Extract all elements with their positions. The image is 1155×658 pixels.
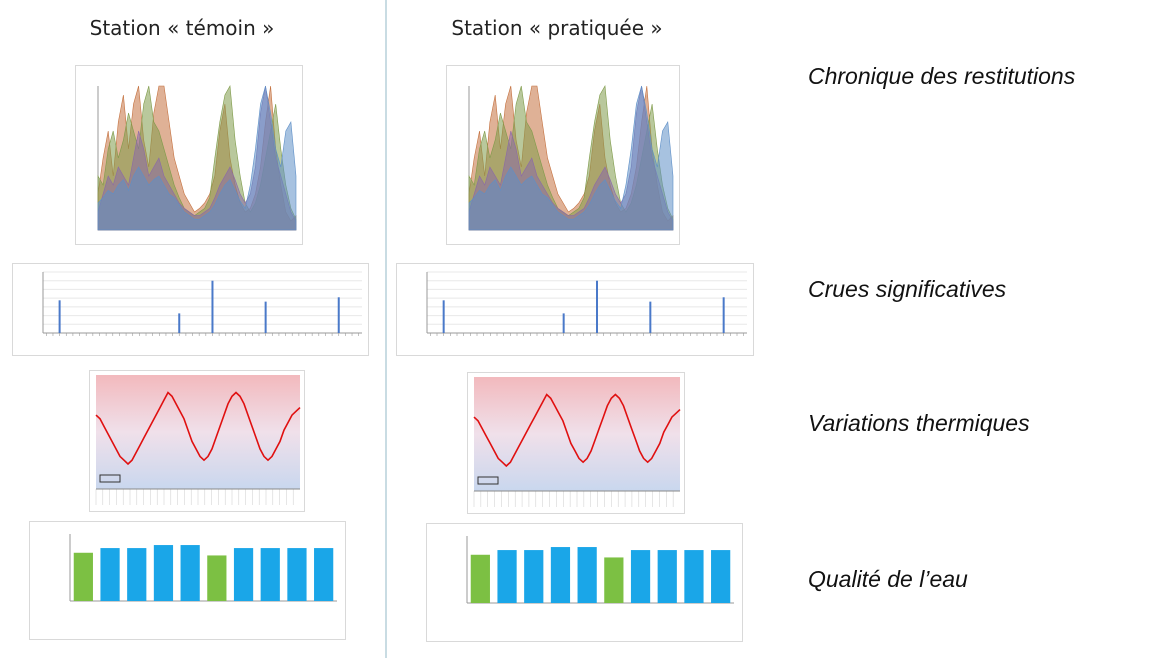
quality-bar (233, 548, 254, 601)
chart-svg (69, 534, 337, 602)
quality-bar (684, 550, 704, 603)
quality-bar (287, 548, 307, 601)
chart-qualite-temoin (29, 521, 346, 640)
flood-bar (596, 280, 598, 333)
quality-bar (524, 550, 544, 603)
chart-svg (95, 375, 301, 505)
chart-svg (473, 377, 681, 507)
chart-thermique-pratiquee (467, 372, 685, 514)
chart-svg (426, 271, 747, 336)
quality-bar (470, 554, 490, 603)
quality-bar (604, 557, 624, 603)
quality-bar (550, 547, 571, 603)
chart-svg (466, 536, 734, 604)
chart-svg (97, 85, 297, 231)
temperature-line (95, 391, 301, 466)
flood-bar (337, 297, 340, 333)
quality-bar (577, 547, 597, 603)
label-chronique-restitutions: Chronique des restitutions (808, 63, 1076, 89)
legend-box (99, 474, 121, 483)
chart-thermique-temoin (89, 370, 305, 512)
column-divider (385, 0, 387, 658)
label-qualite-eau: Qualité de l’eau (808, 566, 968, 592)
title-station-pratiquee: Station « pratiquée » (451, 16, 663, 40)
flood-bar (722, 297, 725, 333)
quality-bar (260, 548, 280, 601)
quality-bar (497, 550, 517, 603)
quality-bar (657, 550, 677, 603)
restitution-series-area (97, 85, 297, 231)
temperature-line (473, 393, 681, 468)
quality-bar (100, 548, 120, 601)
label-crues-significatives: Crues significatives (808, 276, 1007, 302)
chart-svg (42, 271, 362, 336)
title-station-temoin: Station « témoin » (89, 16, 275, 40)
chart-crues-pratiquee (396, 263, 754, 356)
quality-bar (314, 548, 334, 601)
quality-bar (630, 550, 651, 603)
flood-bar (264, 301, 267, 333)
flood-bar (58, 300, 61, 333)
flood-bar (562, 313, 565, 333)
quality-bar (711, 550, 731, 603)
quality-bar (153, 545, 174, 601)
plot-background (474, 377, 680, 491)
quality-bar (180, 545, 200, 601)
flood-bar (178, 313, 181, 333)
flood-bar (649, 301, 652, 333)
quality-bar (127, 548, 147, 601)
chart-qualite-pratiquee (426, 523, 743, 642)
chart-restitutions-pratiquee (446, 65, 680, 245)
restitution-series-area (468, 85, 674, 231)
legend-box (477, 476, 499, 485)
chart-restitutions-temoin (75, 65, 303, 245)
chart-svg (468, 85, 674, 231)
quality-bar (73, 552, 93, 601)
label-variations-thermiques: Variations thermiques (808, 410, 1030, 436)
chart-crues-temoin (12, 263, 369, 356)
flood-bar (442, 300, 445, 333)
quality-bar (207, 555, 227, 601)
flood-bar (211, 280, 214, 333)
plot-background (96, 375, 300, 489)
